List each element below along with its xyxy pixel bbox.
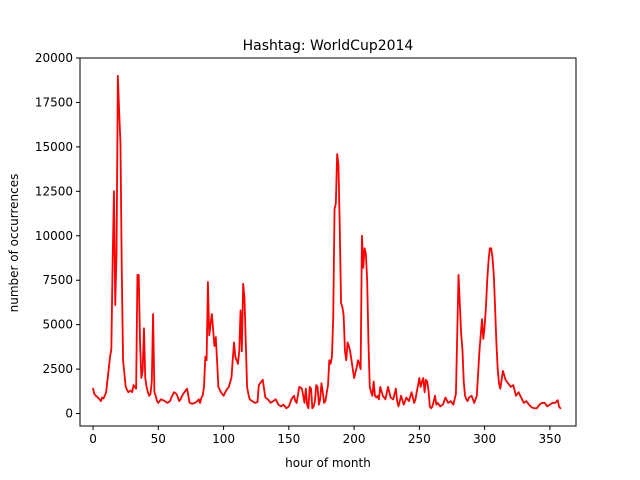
- chart-title: Hashtag: WorldCup2014: [243, 38, 414, 54]
- x-tick-label: 0: [89, 432, 97, 446]
- x-tick-label: 350: [538, 432, 561, 446]
- y-tick-label: 0: [65, 407, 73, 421]
- y-tick-label: 12500: [35, 184, 73, 198]
- x-tick-label: 250: [408, 432, 431, 446]
- y-tick-label: 10000: [35, 229, 73, 243]
- x-tick-label: 100: [212, 432, 235, 446]
- x-axis-title: hour of month: [285, 456, 371, 470]
- y-axis-title: number of occurrences: [7, 174, 21, 313]
- y-tick-label: 17500: [35, 95, 73, 109]
- x-tick-label: 150: [277, 432, 300, 446]
- y-tick-label: 15000: [35, 140, 73, 154]
- x-tick-label: 50: [151, 432, 166, 446]
- x-tick-label: 200: [343, 432, 366, 446]
- x-tick-label: 300: [473, 432, 496, 446]
- series-line-0: [92, 74, 562, 410]
- y-tick-label: 5000: [42, 318, 73, 332]
- y-tick-label: 2500: [42, 362, 73, 376]
- y-tick-label: 20000: [35, 51, 73, 65]
- y-tick-label: 7500: [42, 273, 73, 287]
- axes-frame: [79, 57, 577, 427]
- plot-area: 0 50 100 150 200 250 300 350 0 2500 5000 7500 10000 1…: [35, 51, 577, 446]
